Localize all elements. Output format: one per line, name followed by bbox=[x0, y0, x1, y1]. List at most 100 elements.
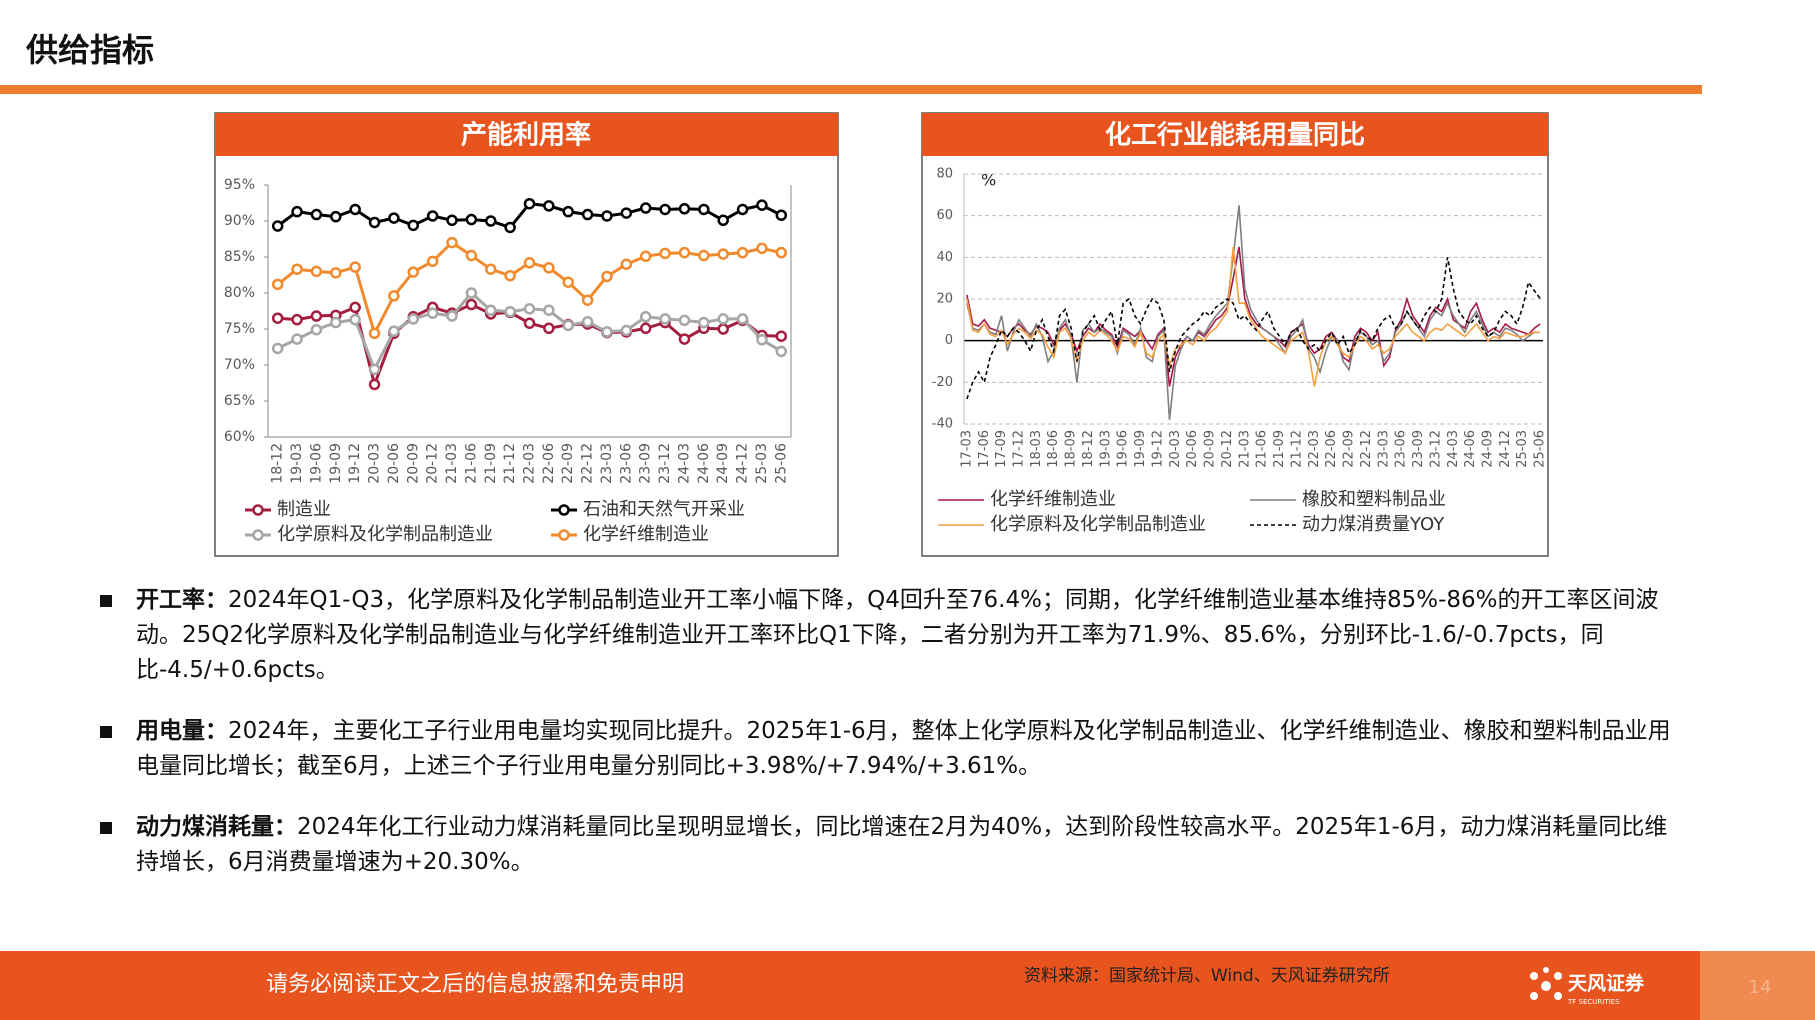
point bbox=[465, 287, 478, 299]
x-tick-label: 19-09 bbox=[328, 443, 344, 484]
point bbox=[620, 324, 633, 337]
x-tick-label: 18-09 bbox=[1064, 430, 1079, 468]
logo-subtext: TF SECURITIES bbox=[1567, 998, 1620, 1006]
point bbox=[639, 322, 652, 335]
point bbox=[271, 220, 284, 232]
point bbox=[756, 334, 768, 346]
x-tick-label: 24-06 bbox=[1463, 430, 1478, 468]
chart-title: 化工行业能耗用量同比 bbox=[1105, 120, 1365, 151]
point bbox=[562, 276, 574, 288]
y-tick-label: 75% bbox=[224, 321, 255, 337]
y-tick-label: 95% bbox=[224, 177, 255, 193]
point bbox=[678, 246, 691, 259]
bullet-mark bbox=[100, 822, 112, 834]
x-tick-label: 20-03 bbox=[1168, 430, 1183, 468]
bullet-text: 用电量：2024年，主要化工子行业用电量均实现同比提升。2025年1-6月，整体… bbox=[136, 714, 1680, 784]
chart-header bbox=[922, 113, 1548, 156]
x-tick-label: 23-06 bbox=[618, 443, 634, 484]
x-tick-label: 20-03 bbox=[367, 443, 383, 484]
point bbox=[543, 304, 555, 317]
x-tick-label: 24-03 bbox=[676, 443, 692, 484]
legend-label: 化学纤维制造业 bbox=[583, 524, 709, 545]
point bbox=[639, 202, 652, 214]
x-tick-label: 24-12 bbox=[735, 443, 751, 484]
x-tick-label: 23-12 bbox=[657, 443, 673, 484]
point bbox=[485, 304, 497, 317]
bullet-heading: 动力煤消耗量： bbox=[136, 814, 297, 840]
disclaimer: 请务必阅读正文之后的信息披露和免责申明 bbox=[266, 972, 684, 997]
x-tick-label: 19-09 bbox=[1133, 430, 1148, 468]
x-tick-label: 19-12 bbox=[1150, 430, 1165, 468]
point bbox=[562, 319, 574, 332]
y-tick-label: 20 bbox=[936, 292, 953, 307]
point bbox=[581, 316, 594, 328]
footer-tab bbox=[1700, 951, 1815, 1020]
legend-marker bbox=[558, 504, 570, 516]
point bbox=[330, 267, 342, 279]
bullet-text: 动力煤消耗量：2024年化工行业动力煤消耗量同比呈现明显增长，同比增速在2月为4… bbox=[136, 810, 1680, 880]
point bbox=[659, 313, 671, 325]
point bbox=[736, 313, 749, 325]
point bbox=[426, 210, 439, 222]
point bbox=[330, 316, 342, 329]
point bbox=[368, 327, 381, 340]
title-rule bbox=[0, 85, 1702, 94]
point bbox=[407, 313, 420, 325]
point bbox=[271, 278, 284, 291]
point bbox=[310, 208, 323, 221]
x-tick-label: 25-06 bbox=[773, 443, 789, 484]
point bbox=[562, 205, 574, 218]
point bbox=[291, 333, 303, 345]
x-tick-label: 17-03 bbox=[959, 430, 974, 468]
y-tick-label: -20 bbox=[932, 375, 953, 390]
point bbox=[639, 311, 652, 323]
x-tick-label: 21-06 bbox=[1255, 430, 1270, 468]
x-tick-label: 24-09 bbox=[1480, 430, 1495, 468]
legend-marker bbox=[558, 529, 570, 541]
x-tick-label: 18-06 bbox=[1046, 430, 1061, 468]
chart-title: 产能利用率 bbox=[461, 120, 591, 151]
y-tick-label: 80 bbox=[936, 167, 953, 182]
point bbox=[756, 199, 768, 211]
point bbox=[388, 212, 400, 224]
point bbox=[698, 249, 710, 262]
x-tick-label: 20-09 bbox=[1203, 430, 1218, 468]
y-tick-label: 85% bbox=[224, 249, 255, 265]
legend-label: 制造业 bbox=[277, 499, 331, 520]
bullet: 动力煤消耗量：2024年化工行业动力煤消耗量同比呈现明显增长，同比增速在2月为4… bbox=[100, 810, 1680, 880]
x-tick-label: 24-06 bbox=[696, 443, 712, 484]
x-tick-label: 22-06 bbox=[1324, 430, 1339, 468]
point bbox=[775, 209, 788, 221]
legend-label: 化学纤维制造业 bbox=[990, 489, 1116, 510]
bullet-text: 开工率：2024年Q1-Q3，化学原料及化学制品制造业开工率小幅下降，Q4回升至… bbox=[136, 583, 1680, 688]
x-tick-label: 21-12 bbox=[1289, 430, 1304, 468]
point bbox=[271, 312, 284, 324]
bullet: 用电量：2024年，主要化工子行业用电量均实现同比提升。2025年1-6月，整体… bbox=[100, 714, 1680, 784]
point bbox=[465, 249, 478, 262]
point bbox=[775, 345, 788, 358]
x-tick-label: 20-09 bbox=[405, 443, 421, 484]
point bbox=[601, 210, 613, 222]
point bbox=[349, 261, 361, 273]
point bbox=[291, 313, 303, 326]
point bbox=[446, 236, 458, 249]
point bbox=[349, 301, 361, 314]
x-tick-label: 22-03 bbox=[522, 443, 538, 484]
x-tick-label: 20-12 bbox=[425, 443, 441, 484]
bullet-mark bbox=[100, 726, 112, 738]
bullet-body: 2024年Q1-Q3，化学原料及化学制品制造业开工率小幅下降，Q4回升至76.4… bbox=[136, 587, 1659, 683]
legend-label: 橡胶和塑料制品业 bbox=[1302, 489, 1446, 510]
point bbox=[330, 210, 342, 223]
point bbox=[485, 263, 497, 275]
x-tick-label: 24-12 bbox=[1498, 430, 1513, 468]
y-tick-label: 65% bbox=[224, 393, 255, 409]
point bbox=[523, 197, 536, 210]
x-tick-label: 22-06 bbox=[541, 443, 557, 484]
x-tick-label: 22-09 bbox=[1342, 430, 1357, 468]
series-line bbox=[966, 257, 1541, 400]
point bbox=[368, 363, 381, 376]
point bbox=[426, 307, 439, 319]
x-tick-label: 21-03 bbox=[444, 443, 460, 484]
point bbox=[349, 313, 361, 326]
